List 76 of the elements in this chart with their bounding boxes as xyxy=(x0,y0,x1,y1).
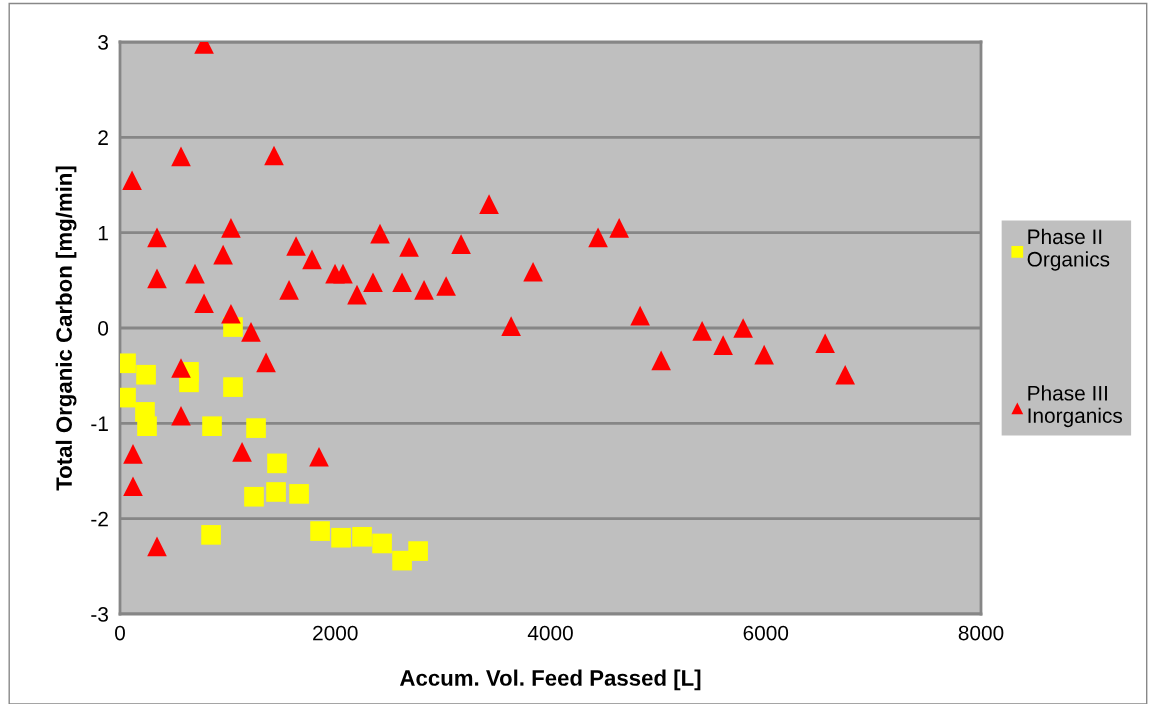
x-tick-label: 8000 xyxy=(958,625,1004,641)
point xyxy=(451,234,471,254)
point xyxy=(246,418,266,438)
point xyxy=(232,442,252,462)
point xyxy=(135,402,155,422)
point xyxy=(352,526,372,547)
point xyxy=(147,536,167,557)
point xyxy=(223,377,243,397)
point xyxy=(414,280,434,300)
point xyxy=(123,444,143,464)
point xyxy=(609,218,629,238)
point xyxy=(221,303,241,324)
point xyxy=(202,416,222,437)
point xyxy=(408,541,428,561)
legend-label: Phase II Organics xyxy=(1027,228,1110,271)
point xyxy=(835,364,855,385)
point xyxy=(266,482,286,502)
y-tick-label: -3 xyxy=(91,607,108,622)
point xyxy=(588,227,608,248)
point xyxy=(501,316,521,336)
point xyxy=(256,352,276,373)
point xyxy=(123,476,143,497)
point xyxy=(201,525,221,545)
point xyxy=(310,521,330,541)
y-tick-label: -1 xyxy=(91,416,108,431)
point xyxy=(213,244,233,265)
x-axis-title: Accum. Vol. Feed Passed [L] xyxy=(399,669,701,691)
point xyxy=(713,335,733,355)
point xyxy=(523,261,543,282)
point xyxy=(136,364,156,385)
x-tick-label: 6000 xyxy=(743,625,789,641)
point xyxy=(279,280,299,300)
point xyxy=(309,446,329,467)
point xyxy=(264,145,284,166)
point xyxy=(267,453,287,474)
y-tick-label: 3 xyxy=(98,35,108,50)
point xyxy=(651,350,671,371)
point xyxy=(372,533,392,554)
point xyxy=(436,276,456,296)
point xyxy=(171,405,191,426)
point xyxy=(171,358,191,378)
point xyxy=(363,272,383,293)
point xyxy=(392,272,412,293)
point xyxy=(754,344,774,365)
y-tick-label: 0 xyxy=(98,321,109,336)
point xyxy=(147,268,167,289)
x-tick-label: 2000 xyxy=(313,625,358,641)
point xyxy=(325,263,345,284)
point xyxy=(185,263,205,284)
point xyxy=(733,318,753,338)
point xyxy=(286,236,306,256)
point xyxy=(241,321,261,342)
point xyxy=(302,249,322,270)
point xyxy=(244,486,264,507)
point xyxy=(479,194,499,214)
point xyxy=(331,527,351,548)
point xyxy=(171,146,191,167)
point xyxy=(289,484,309,504)
point xyxy=(370,223,390,244)
point xyxy=(399,237,419,257)
point xyxy=(630,305,650,326)
y-tick-label: 1 xyxy=(98,225,108,241)
y-tick-label: -2 xyxy=(91,511,108,527)
point xyxy=(122,170,142,191)
x-tick-label: 0 xyxy=(115,625,125,641)
legend-label: Phase III Inorganics xyxy=(1028,385,1123,428)
point xyxy=(692,321,712,341)
point xyxy=(221,218,241,238)
point xyxy=(347,284,367,305)
y-axis-title: Total Organic Carbon [mg/min] xyxy=(55,166,77,491)
point xyxy=(147,227,167,248)
point xyxy=(194,293,214,314)
x-tick-label: 4000 xyxy=(527,625,573,641)
y-tick-label: 2 xyxy=(98,130,108,145)
point xyxy=(392,550,412,571)
point xyxy=(815,333,835,354)
